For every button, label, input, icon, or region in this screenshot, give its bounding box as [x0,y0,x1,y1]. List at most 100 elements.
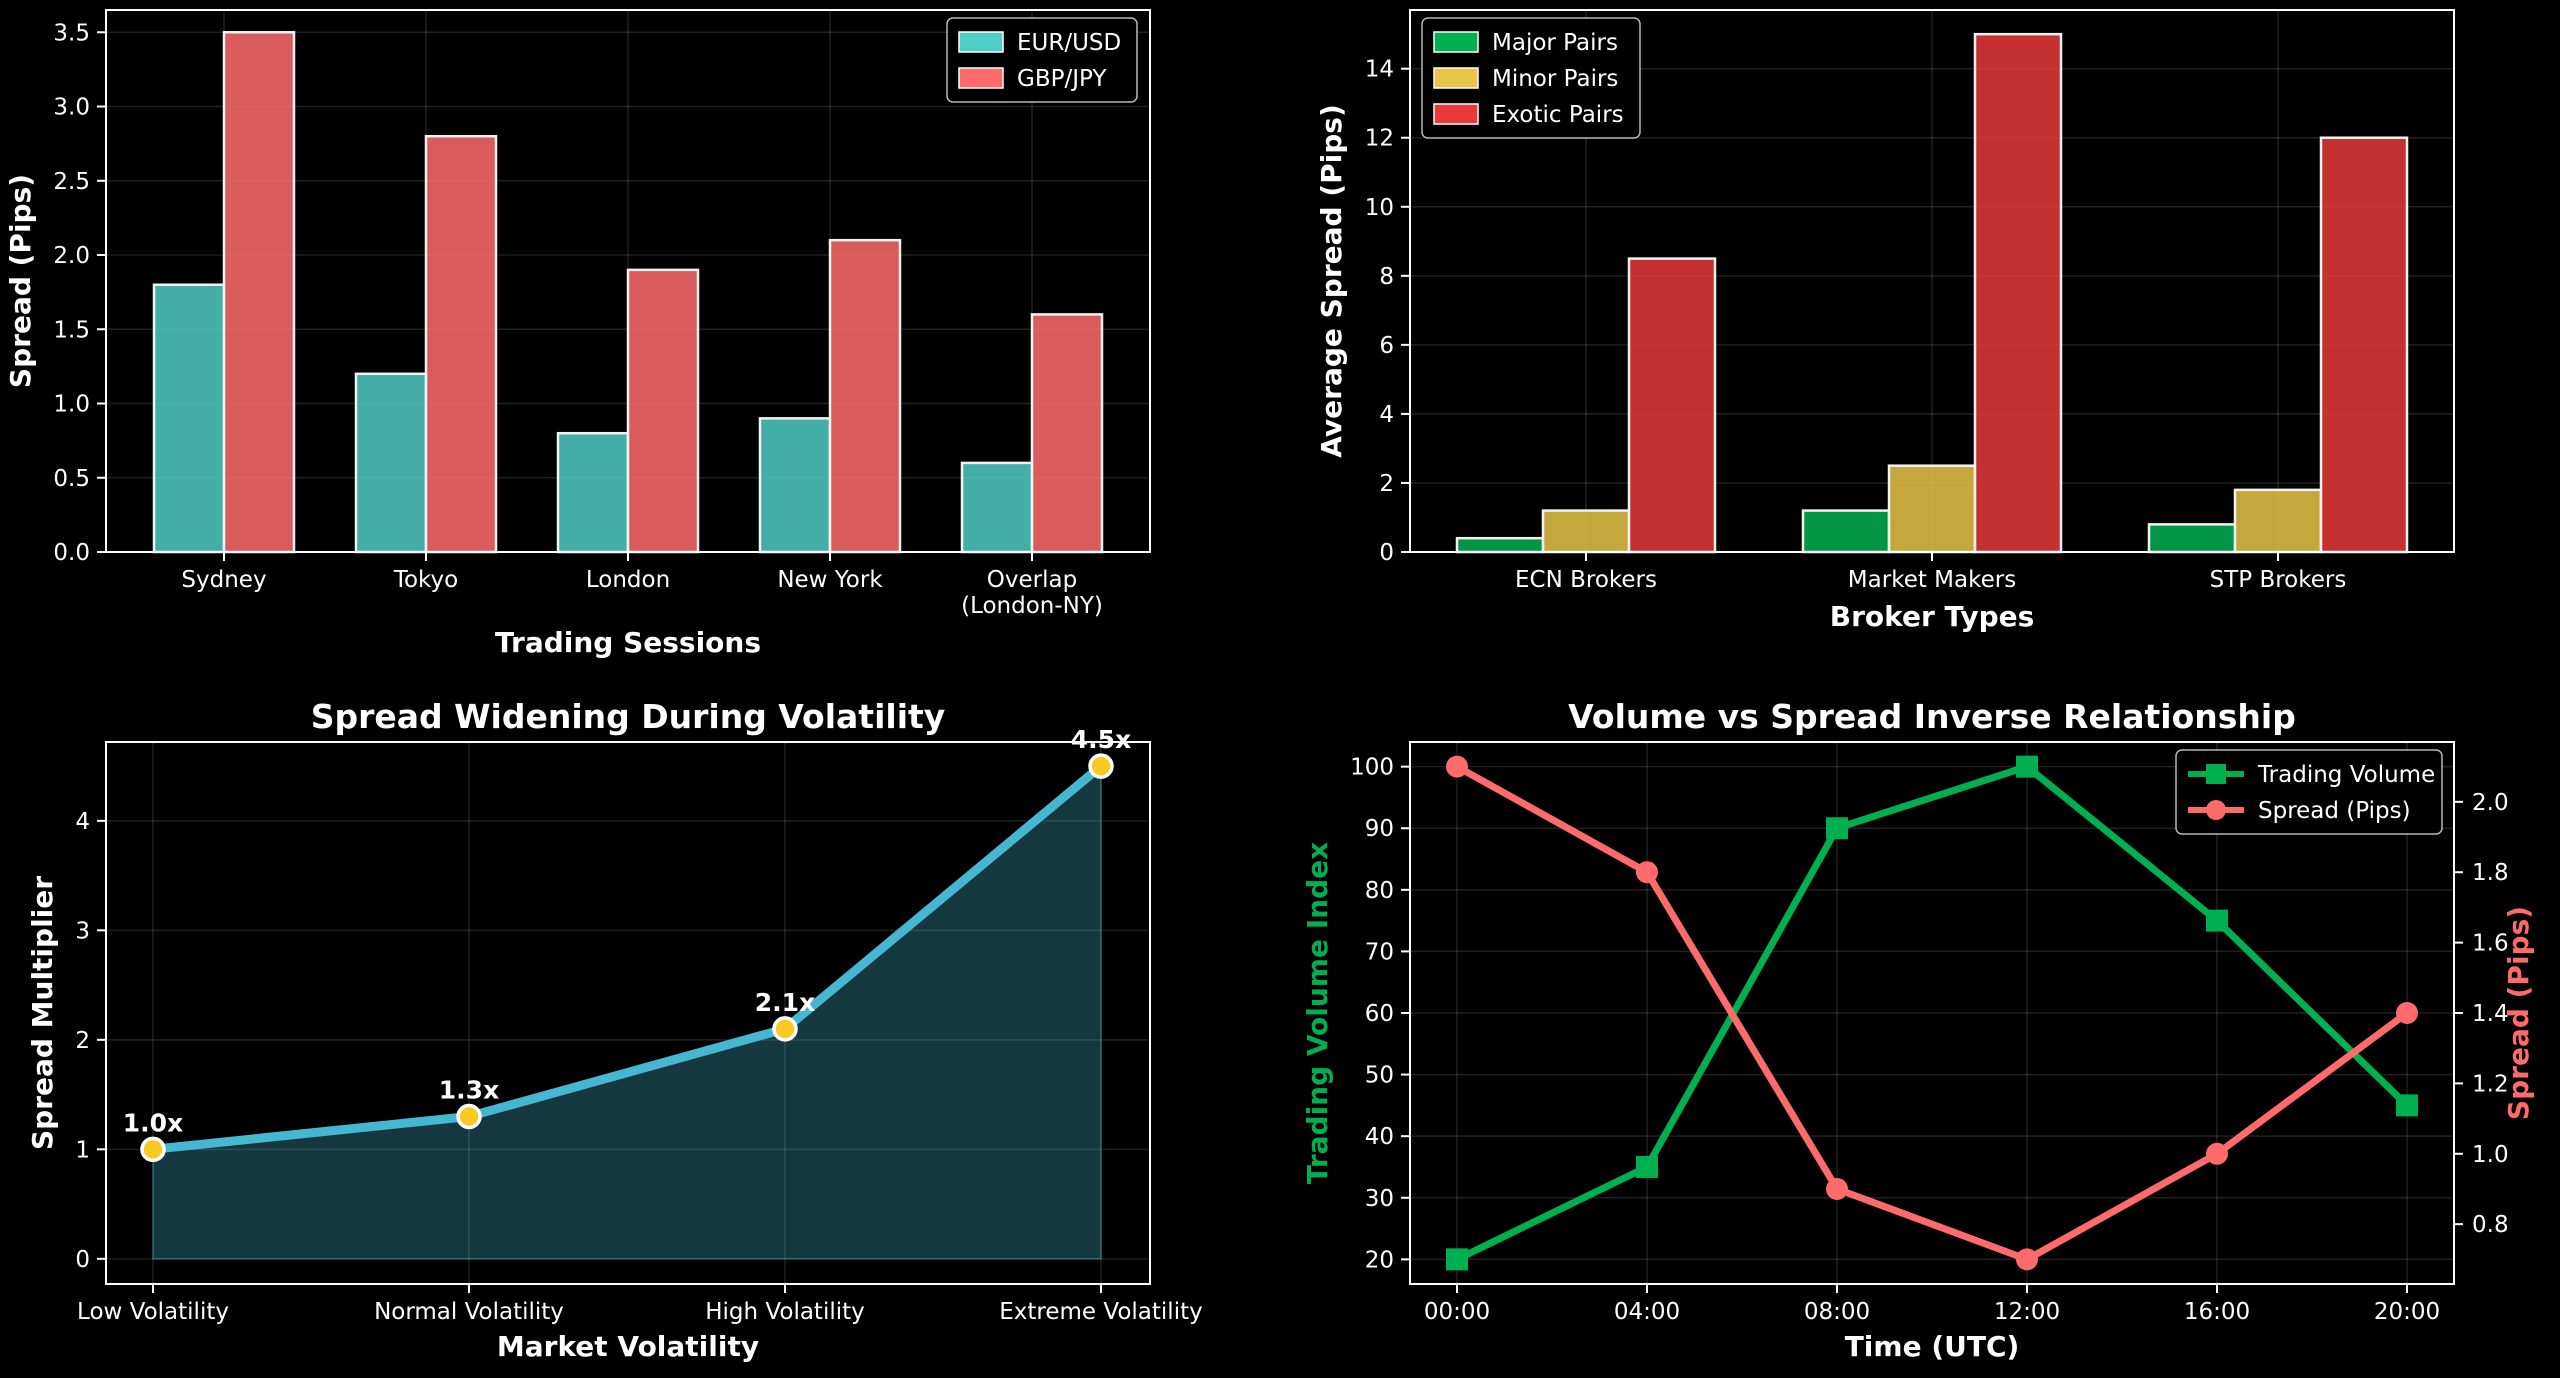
data-point [2016,1248,2038,1271]
x-tick-label: Tokyo [393,567,458,593]
data-point [456,1103,482,1130]
series-line [1455,763,2410,1263]
plot-frame [1409,9,2455,553]
y-tick-label-right: 0.8 [2472,1212,2509,1238]
y-axis-label: Spread (Pips) [4,174,37,388]
data-point [1446,1248,1468,1271]
y-tick-label: 8 [1379,264,1394,290]
legend-swatch [1433,67,1479,89]
legend-label: GBP/JPY [1017,66,1107,92]
x-tick-label: 20:00 [2374,1299,2440,1325]
y-tick-label: 10 [1365,195,1394,221]
y-tick-label: 30 [1365,1186,1394,1212]
y-tick-label: 14 [1365,57,1394,83]
bar [1627,257,1717,554]
data-point [140,1136,166,1163]
x-tick-label: 00:00 [1424,1299,1490,1325]
y-tick-label: 70 [1365,939,1394,965]
y-tick-label: 1.0 [53,392,90,418]
y-tick-label-right: 1.2 [2472,1071,2509,1097]
bar [2233,488,2323,554]
bar [960,461,1034,554]
y-axis-label: Trading Volume Index [1301,842,1334,1184]
x-axis-label: Broker Types [1830,600,2035,633]
y-tick-label: 2.0 [53,243,90,269]
x-tick-label: 16:00 [2184,1299,2250,1325]
data-label: 2.1x [755,988,815,1017]
x-tick-label: 04:00 [1614,1299,1680,1325]
bar [2319,136,2409,554]
x-tick-label: London [586,567,670,593]
x-axis-label: Market Volatility [497,1330,759,1363]
legend-label: EUR/USD [1017,30,1121,56]
x-tick-label: ECN Brokers [1515,567,1657,593]
x-tick-label: Overlap [987,567,1077,593]
y-tick-label: 0.5 [53,466,90,492]
x-tick-label: (London-NY) [961,593,1103,619]
bar [424,134,498,554]
y-tick-label-right: 2.0 [2472,790,2509,816]
bar [1887,464,1977,554]
y-tick-label: 0.0 [53,540,90,566]
x-tick-label: 08:00 [1804,1299,1870,1325]
bar [222,31,296,554]
y-axis-label: Spread Multiplier [26,876,59,1150]
x-axis-label: Trading Sessions [495,626,761,659]
data-point [1636,1155,1658,1178]
x-tick-label: New York [777,567,883,593]
volatility-spread-chart: Spread Widening During Volatility Market… [26,697,1203,1363]
bar [1455,536,1545,554]
data-point [2016,755,2038,778]
legend-swatch [958,67,1004,89]
x-tick-label: Low Volatility [77,1299,229,1325]
y-tick-label: 40 [1365,1124,1394,1150]
legend-label: Exotic Pairs [1492,102,1624,128]
y-tick-label: 1 [75,1137,90,1163]
data-point [1446,755,1468,778]
x-tick-label: High Volatility [705,1299,865,1325]
data-point [2206,909,2228,932]
y-tick-label: 3.0 [53,95,90,121]
data-label: 4.5x [1071,725,1131,754]
y-tick-label: 3.5 [53,20,90,46]
legend-label: Major Pairs [1492,30,1618,56]
bar [1801,509,1891,554]
y-tick-label: 50 [1365,1063,1394,1089]
x-tick-label: Extreme Volatility [999,1299,1202,1325]
bar [626,268,700,554]
x-tick-label: Market Makers [1848,567,2016,593]
bar [2147,523,2237,554]
x-axis-label: Time (UTC) [1845,1330,2020,1363]
chart-title: Volume vs Spread Inverse Relationship [1568,697,2296,736]
plot-frame [1409,741,2455,1285]
y-tick-label: 2.5 [53,169,90,195]
legend-marker [2206,800,2226,820]
x-tick-label: STP Brokers [2210,567,2347,593]
bar [1030,313,1104,554]
y-tick-label: 100 [1350,755,1394,781]
y-tick-label: 0 [75,1247,90,1273]
series-line [1455,763,2410,1263]
session-spread-chart: Trading Sessions Spread (Pips) 0.0 0.5 1.0… [4,9,1151,659]
bar [1973,32,2063,554]
y-tick-label-right: 1.6 [2472,931,2509,957]
y-tick-label-right: 1.0 [2472,1142,2509,1168]
y-tick-label: 2 [75,1028,90,1054]
legend-swatch [958,31,1004,53]
legend-label: Minor Pairs [1492,66,1618,92]
bar [556,431,630,554]
y-tick-label: 1.5 [53,317,90,343]
y-tick-label-right: 1.4 [2472,1001,2509,1027]
y-tick-label-right: 1.8 [2472,860,2509,886]
y-tick-label: 20 [1365,1247,1394,1273]
x-tick-label: 12:00 [1994,1299,2060,1325]
bar [354,372,428,554]
x-tick-label: Sydney [181,567,266,593]
volume-spread-chart: Volume vs Spread Inverse Relationship Ti… [1301,697,2535,1363]
y-tick-label: 90 [1365,816,1394,842]
data-label: 1.0x [123,1108,183,1137]
plot-frame [105,741,1151,1285]
y-tick-label: 3 [75,918,90,944]
y-tick-label: 4 [1379,402,1394,428]
legend-marker [2206,764,2226,784]
